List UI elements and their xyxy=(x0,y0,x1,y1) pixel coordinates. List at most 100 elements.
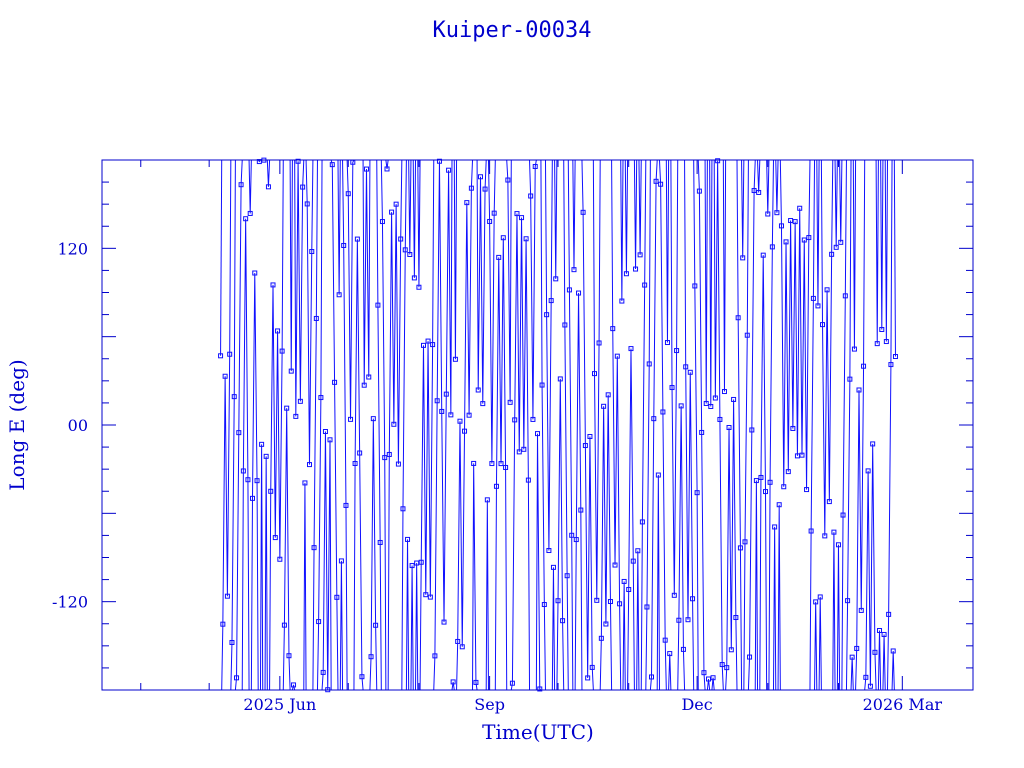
data-point xyxy=(790,425,796,431)
data-point xyxy=(265,184,271,190)
data-point xyxy=(361,382,367,388)
series-line xyxy=(725,399,738,691)
series-line xyxy=(820,159,834,536)
series-line xyxy=(259,444,264,691)
series-line xyxy=(713,159,724,691)
data-point xyxy=(712,395,718,401)
data-point xyxy=(774,210,780,216)
series-line xyxy=(535,433,542,691)
data-point xyxy=(384,166,390,172)
series-line xyxy=(339,560,344,691)
series-line xyxy=(839,159,843,243)
data-point xyxy=(829,251,835,257)
series-line xyxy=(633,159,638,270)
data-point xyxy=(393,201,399,207)
data-point xyxy=(603,621,609,627)
series-line xyxy=(766,159,770,215)
data-point xyxy=(628,346,634,352)
data-point xyxy=(886,611,892,617)
data-point xyxy=(316,619,322,625)
series-line xyxy=(611,159,622,691)
data-point xyxy=(368,654,374,660)
data-point xyxy=(297,398,303,404)
series-line xyxy=(380,159,387,691)
y-axis: 120 00 -120 xyxy=(52,181,973,669)
data-point xyxy=(498,461,504,467)
data-point xyxy=(623,271,629,277)
data-point xyxy=(525,477,531,483)
data-point xyxy=(680,646,686,652)
data-point xyxy=(443,391,449,397)
data-point xyxy=(617,601,623,607)
data-point xyxy=(405,536,411,542)
data-point xyxy=(277,556,283,562)
data-point xyxy=(535,431,540,437)
data-point xyxy=(731,396,737,402)
data-point xyxy=(309,249,315,255)
data-point xyxy=(448,412,454,418)
data-point xyxy=(758,474,764,480)
data-point xyxy=(487,218,493,224)
series-line xyxy=(677,405,686,691)
data-point xyxy=(806,235,812,241)
series-line xyxy=(852,159,857,350)
series-line xyxy=(722,159,727,392)
series-line xyxy=(711,677,715,691)
series-line xyxy=(456,159,474,691)
data-point xyxy=(345,191,351,197)
series-line xyxy=(417,159,421,288)
data-point xyxy=(509,680,515,686)
series-line xyxy=(529,159,537,420)
x-axis-label: Time(UTC) xyxy=(482,720,594,744)
data-point xyxy=(240,468,246,474)
data-point xyxy=(418,559,424,565)
data-point xyxy=(514,211,520,217)
data-point xyxy=(457,418,463,424)
data-point xyxy=(336,292,342,298)
series-line xyxy=(658,159,667,691)
data-point xyxy=(710,675,716,681)
data-point xyxy=(585,675,591,681)
data-point xyxy=(270,282,276,288)
data-point xyxy=(414,560,420,566)
series-line xyxy=(540,159,546,691)
data-point xyxy=(341,242,347,248)
data-point xyxy=(523,236,529,242)
data-point xyxy=(462,428,468,434)
series-line xyxy=(636,550,640,691)
data-point xyxy=(268,488,274,494)
data-point xyxy=(715,158,721,164)
data-point xyxy=(482,186,488,192)
data-point xyxy=(553,276,559,282)
series-line xyxy=(757,159,761,193)
data-point xyxy=(687,369,693,375)
series-line xyxy=(779,159,811,490)
data-point xyxy=(544,312,550,318)
data-point xyxy=(382,455,388,461)
data-point xyxy=(272,535,278,541)
data-point xyxy=(788,218,794,224)
data-point xyxy=(259,441,265,447)
series-line xyxy=(845,159,852,691)
data-point xyxy=(423,592,429,598)
data-point xyxy=(569,532,575,538)
data-point xyxy=(548,298,554,304)
data-point xyxy=(858,607,864,613)
data-point xyxy=(847,376,853,382)
data-point xyxy=(810,295,816,301)
data-point xyxy=(252,270,258,276)
data-point xyxy=(890,648,896,654)
data-point xyxy=(473,679,479,685)
series-line xyxy=(818,596,822,691)
data-point xyxy=(735,315,741,321)
data-point xyxy=(865,468,871,474)
data-point xyxy=(334,594,340,600)
data-point xyxy=(694,490,700,496)
data-point xyxy=(854,645,860,651)
data-point xyxy=(311,545,317,551)
series-line xyxy=(408,159,412,255)
series-line xyxy=(624,159,629,274)
y-tick-label: 00 xyxy=(68,416,88,435)
series-line xyxy=(622,581,626,691)
data-point xyxy=(576,290,582,296)
